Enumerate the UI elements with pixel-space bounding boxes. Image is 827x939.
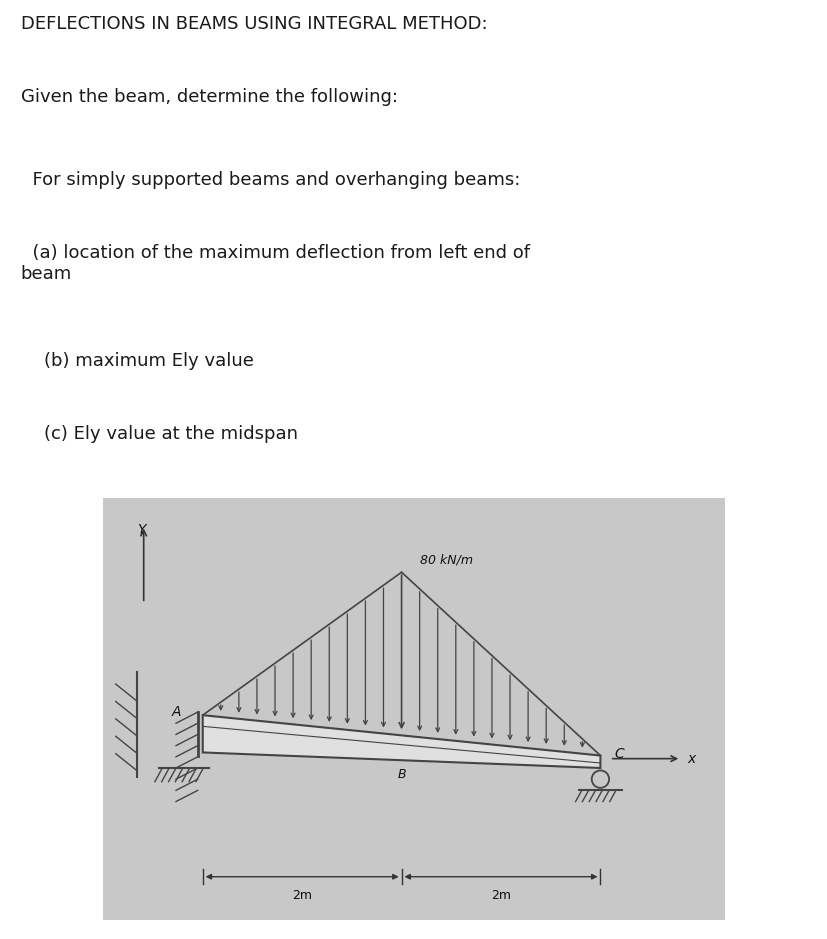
- Text: B: B: [397, 768, 405, 780]
- Text: DEFLECTIONS IN BEAMS USING INTEGRAL METHOD:: DEFLECTIONS IN BEAMS USING INTEGRAL METH…: [21, 15, 487, 33]
- Text: (c) Ely value at the midspan: (c) Ely value at the midspan: [21, 424, 298, 443]
- Text: (b) maximum Ely value: (b) maximum Ely value: [21, 351, 253, 370]
- Text: x: x: [686, 751, 695, 765]
- Text: For simply supported beams and overhanging beams:: For simply supported beams and overhangi…: [21, 171, 519, 189]
- Text: C: C: [614, 747, 623, 762]
- Text: Y: Y: [137, 522, 146, 536]
- Text: (a) location of the maximum deflection from left end of
beam: (a) location of the maximum deflection f…: [21, 244, 529, 283]
- Text: 2m: 2m: [292, 889, 312, 902]
- Polygon shape: [203, 716, 600, 768]
- Text: A: A: [171, 705, 181, 719]
- Text: Given the beam, determine the following:: Given the beam, determine the following:: [21, 88, 397, 106]
- Text: 2m: 2m: [490, 889, 510, 902]
- Text: 80 kN/m: 80 kN/m: [420, 553, 473, 566]
